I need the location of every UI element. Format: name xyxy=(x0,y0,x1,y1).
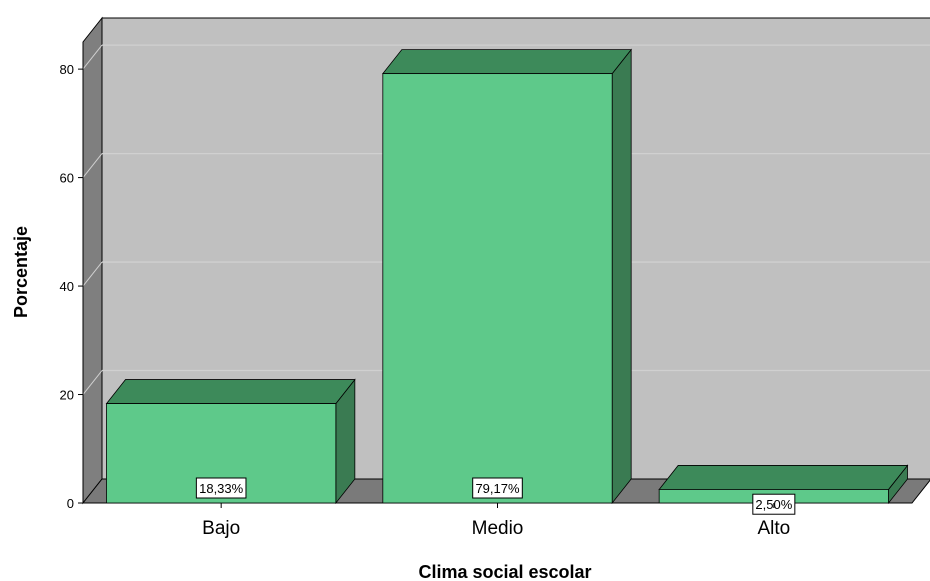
x-tick-label: Medio xyxy=(472,518,524,539)
x-tick-label: Alto xyxy=(757,518,790,539)
x-axis-title: Clima social escolar xyxy=(418,562,591,581)
gridline-side xyxy=(82,153,103,178)
gridline-side xyxy=(82,370,103,395)
bar-top xyxy=(658,465,909,490)
gridline-side xyxy=(82,261,103,287)
data-label-box xyxy=(472,477,523,499)
x-tick-label: Bajo xyxy=(202,518,240,539)
data-label: 79,17% xyxy=(475,481,520,496)
y-tick-label: 80 xyxy=(60,62,74,77)
bar xyxy=(382,73,613,504)
bar-top xyxy=(381,49,633,75)
y-tick-label: 60 xyxy=(60,171,74,186)
bar-top xyxy=(105,379,356,404)
y-tick-label: 0 xyxy=(67,496,74,511)
y-tick-label: 40 xyxy=(60,279,74,294)
data-label-box xyxy=(195,477,247,499)
bar-side xyxy=(611,48,632,505)
bars xyxy=(105,48,909,505)
gridline-side xyxy=(82,44,103,70)
y-axis-title: Porcentaje xyxy=(11,226,31,318)
data-labels: 18,33% 79,17%2,50% xyxy=(195,477,796,515)
data-label: 18,33% xyxy=(199,481,244,496)
x-axis-labels: Bajo Medio Alto xyxy=(202,503,790,539)
side-wall xyxy=(82,16,103,505)
y-tick-label: 20 xyxy=(60,388,74,403)
